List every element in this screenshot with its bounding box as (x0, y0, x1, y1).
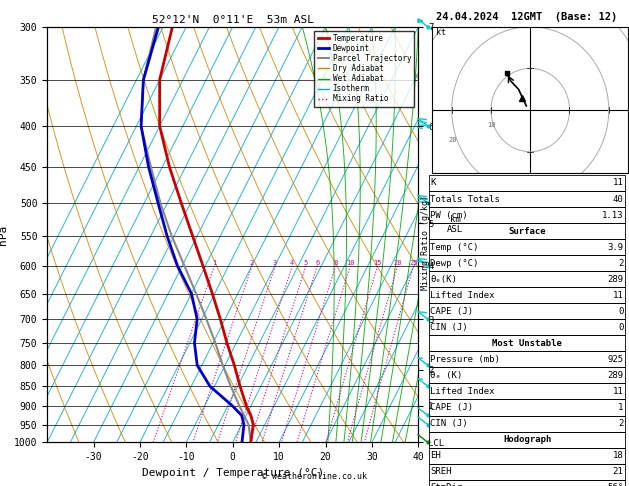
Text: Hodograph: Hodograph (503, 435, 551, 444)
Text: kt: kt (436, 28, 446, 37)
Text: 11: 11 (613, 291, 623, 300)
Text: Lifted Index: Lifted Index (430, 291, 495, 300)
Text: CIN (J): CIN (J) (430, 419, 468, 428)
Text: Dewp (°C): Dewp (°C) (430, 259, 479, 268)
Text: 289: 289 (607, 275, 623, 284)
Text: 2: 2 (618, 259, 623, 268)
Text: 11: 11 (613, 178, 623, 188)
Text: 8: 8 (333, 260, 338, 266)
Text: CAPE (J): CAPE (J) (430, 307, 473, 316)
Text: Totals Totals: Totals Totals (430, 194, 500, 204)
Text: 40: 40 (613, 194, 623, 204)
Y-axis label: km
ASL: km ASL (447, 215, 464, 235)
Text: 5: 5 (304, 260, 308, 266)
Text: 289: 289 (607, 371, 623, 380)
Text: Most Unstable: Most Unstable (492, 339, 562, 348)
Polygon shape (418, 19, 423, 23)
Text: 6: 6 (315, 260, 320, 266)
Text: CAPE (J): CAPE (J) (430, 403, 473, 412)
Text: © weatheronline.co.uk: © weatheronline.co.uk (262, 472, 367, 481)
Text: 20: 20 (448, 137, 457, 143)
Text: 15: 15 (373, 260, 382, 266)
Text: 10: 10 (487, 122, 496, 128)
Text: 24.04.2024  12GMT  (Base: 12): 24.04.2024 12GMT (Base: 12) (437, 12, 618, 22)
Text: Pressure (mb): Pressure (mb) (430, 355, 500, 364)
Text: K: K (430, 178, 436, 188)
Text: 4: 4 (290, 260, 294, 266)
Text: PW (cm): PW (cm) (430, 210, 468, 220)
Text: SREH: SREH (430, 467, 452, 476)
Text: CIN (J): CIN (J) (430, 323, 468, 332)
Text: Mixing Ratio (g/kg): Mixing Ratio (g/kg) (421, 195, 430, 291)
Text: 25: 25 (409, 260, 418, 266)
Legend: Temperature, Dewpoint, Parcel Trajectory, Dry Adiabat, Wet Adiabat, Isotherm, Mi: Temperature, Dewpoint, Parcel Trajectory… (314, 31, 415, 106)
Y-axis label: hPa: hPa (0, 225, 8, 244)
Text: 1: 1 (212, 260, 216, 266)
Text: 21: 21 (613, 467, 623, 476)
Text: 0: 0 (618, 307, 623, 316)
X-axis label: Dewpoint / Temperature (°C): Dewpoint / Temperature (°C) (142, 468, 324, 478)
Text: 56°: 56° (607, 483, 623, 486)
Text: EH: EH (430, 451, 441, 460)
Text: 11: 11 (613, 387, 623, 396)
Text: θₑ(K): θₑ(K) (430, 275, 457, 284)
Text: Temp (°C): Temp (°C) (430, 243, 479, 252)
Text: 2: 2 (250, 260, 254, 266)
Text: 2: 2 (618, 419, 623, 428)
Title: 52°12'N  0°11'E  53m ASL: 52°12'N 0°11'E 53m ASL (152, 15, 314, 25)
Text: θₑ (K): θₑ (K) (430, 371, 462, 380)
Text: 0: 0 (618, 323, 623, 332)
Text: 18: 18 (613, 451, 623, 460)
Text: 10: 10 (346, 260, 354, 266)
Text: 20: 20 (393, 260, 402, 266)
Text: Lifted Index: Lifted Index (430, 387, 495, 396)
Text: 925: 925 (607, 355, 623, 364)
Text: 3.9: 3.9 (607, 243, 623, 252)
Text: Surface: Surface (508, 226, 546, 236)
Text: 1: 1 (618, 403, 623, 412)
Text: 3: 3 (273, 260, 277, 266)
Text: 1.13: 1.13 (602, 210, 623, 220)
Text: StmDir: StmDir (430, 483, 462, 486)
